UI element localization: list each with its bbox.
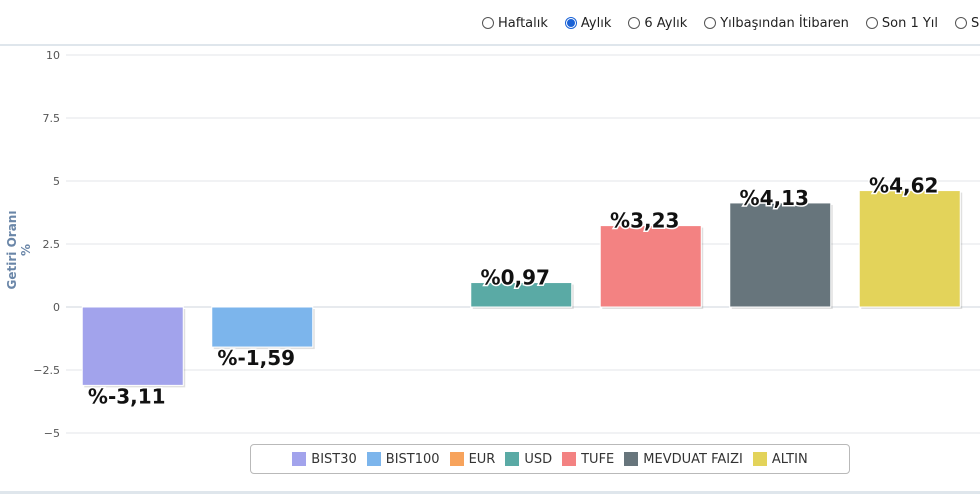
- bar: [858, 190, 961, 308]
- legend-label: ALTIN: [771, 451, 808, 467]
- legend-label: MEVDUAT FAIZI: [643, 451, 743, 467]
- legend-swatch: [562, 452, 577, 466]
- legend-label: BIST30: [311, 451, 357, 467]
- period-option-label: Haftalık: [498, 15, 548, 31]
- top-divider: [0, 44, 980, 46]
- data-label: %-3,11: [88, 384, 166, 408]
- period-option[interactable]: 6 Aylık: [628, 16, 687, 31]
- period-option-label: 6 Aylık: [644, 15, 688, 31]
- legend-item[interactable]: BIST30: [292, 452, 357, 467]
- legend-swatch: [292, 452, 307, 466]
- radio-button[interactable]: [628, 17, 641, 29]
- bar: [211, 306, 314, 348]
- legend-swatch: [366, 452, 381, 466]
- data-label: %-1,59: [217, 346, 295, 370]
- y-tick-label: 10: [46, 49, 60, 62]
- legend-label: EUR: [468, 451, 496, 467]
- data-label: %4,13: [740, 186, 809, 210]
- y-tick-label: −5: [44, 427, 60, 440]
- y-tick-label: 0: [53, 301, 60, 314]
- radio-button[interactable]: [482, 17, 494, 29]
- radio-button[interactable]: [865, 17, 878, 29]
- y-tick-label: 7.5: [43, 112, 61, 125]
- legend-item[interactable]: USD: [505, 452, 552, 467]
- legend-item[interactable]: ALTIN: [752, 451, 808, 467]
- chart-legend: BIST30 BIST100 EUR USD TUFE MEVDUAT FAIZI ALTI…: [250, 444, 850, 474]
- bar: [729, 202, 832, 308]
- legend-label: USD: [524, 451, 553, 467]
- bar: [470, 282, 573, 308]
- period-option[interactable]: Yılbaşından İtibaren: [704, 16, 849, 31]
- period-selector: Haftalık Aylık 6 Aylık Yılbaşından İtibaren…: [482, 12, 980, 34]
- period-option-label: Son 1 Yıl: [881, 15, 939, 31]
- data-label: %3,23: [610, 209, 679, 233]
- legend-item[interactable]: TUFE: [562, 452, 614, 467]
- bar: [81, 306, 184, 386]
- y-tick-label: 2.5: [43, 238, 61, 251]
- period-option[interactable]: Haftalık: [482, 16, 548, 31]
- radio-button[interactable]: [704, 17, 717, 29]
- period-option[interactable]: Aylık: [564, 15, 612, 31]
- y-tick-label: −2.5: [33, 364, 60, 377]
- legend-label: BIST100: [385, 451, 440, 467]
- period-option-label: Yılbaşından İtibaren: [720, 15, 849, 31]
- data-label: %0,97: [481, 266, 550, 290]
- period-option-label: Aylık: [580, 15, 612, 31]
- radio-button[interactable]: [955, 17, 968, 29]
- bar: [599, 225, 702, 308]
- data-label: %4,62: [869, 174, 938, 198]
- legend-label: TUFE: [581, 451, 615, 467]
- bottom-divider: [0, 491, 980, 494]
- legend-item[interactable]: MEVDUAT FAIZI: [624, 452, 743, 467]
- radio-button[interactable]: [564, 17, 577, 29]
- legend-item[interactable]: BIST100: [366, 451, 440, 467]
- legend-swatch: [505, 452, 520, 466]
- legend-swatch: [624, 452, 639, 466]
- period-option-label: Son: [971, 15, 980, 31]
- period-option[interactable]: Son 1 Yıl: [865, 15, 939, 31]
- period-option[interactable]: Son: [955, 16, 980, 31]
- y-tick-label: 5: [53, 175, 60, 188]
- legend-swatch: [449, 452, 464, 466]
- legend-swatch: [752, 452, 767, 466]
- legend-item[interactable]: EUR: [449, 451, 496, 467]
